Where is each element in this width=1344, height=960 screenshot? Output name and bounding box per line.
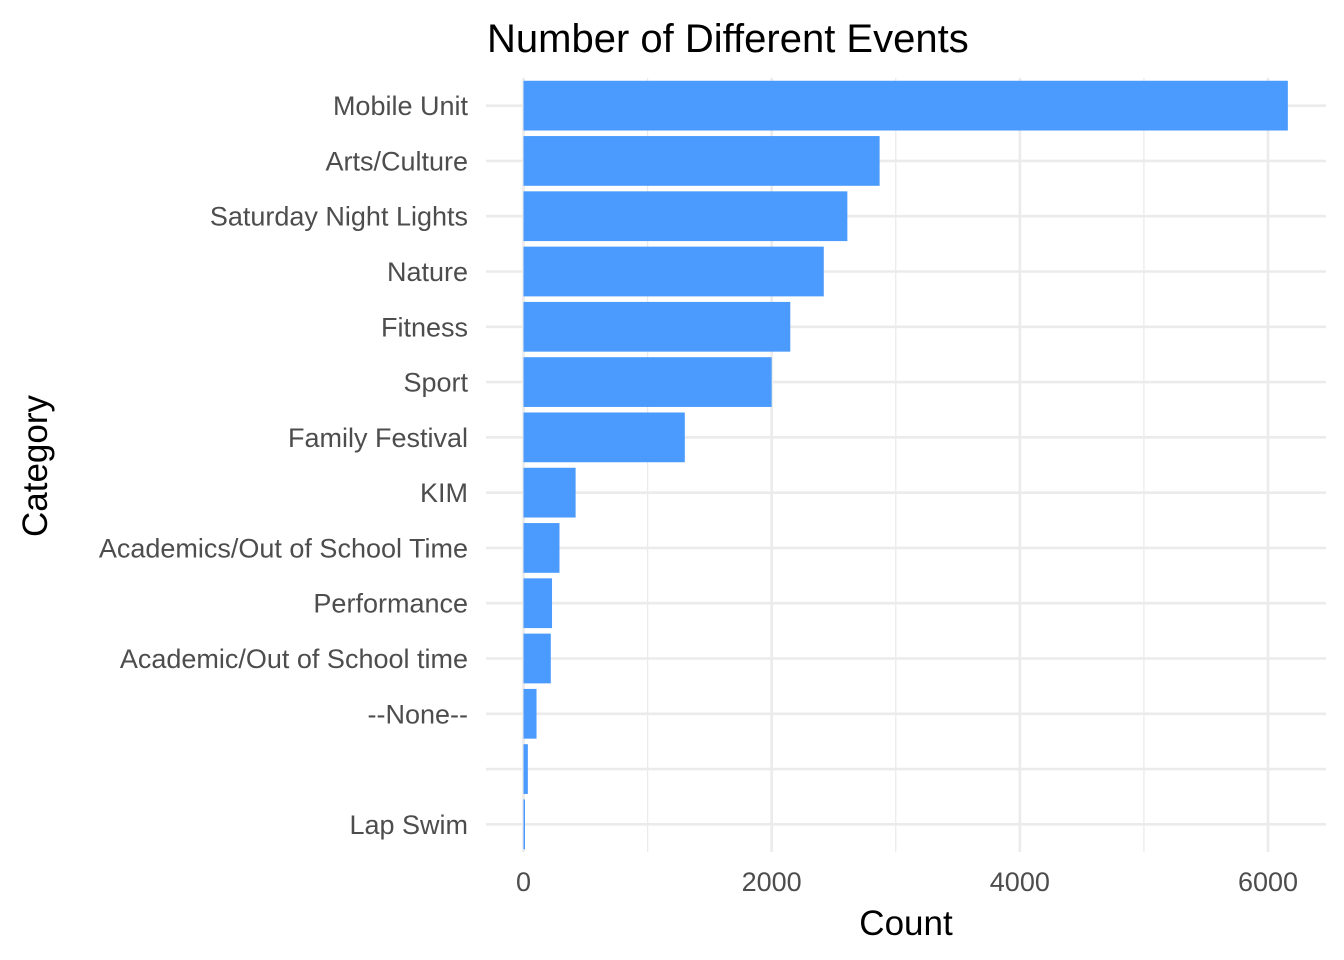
bar bbox=[523, 80, 1288, 131]
y-tick-label: Saturday Night Lights bbox=[210, 202, 468, 232]
bar bbox=[523, 136, 880, 186]
x-tick-label: 4000 bbox=[990, 867, 1050, 897]
bar bbox=[523, 688, 537, 739]
bar bbox=[523, 301, 791, 352]
bar bbox=[523, 744, 528, 794]
y-tick-label: Family Festival bbox=[288, 423, 468, 453]
bar bbox=[523, 246, 824, 297]
bar bbox=[523, 633, 551, 684]
bar bbox=[523, 467, 576, 518]
y-tick-label: Academic/Out of School time bbox=[120, 644, 468, 674]
x-tick-label: 2000 bbox=[742, 867, 802, 897]
bar bbox=[523, 799, 525, 850]
x-axis-title: Count bbox=[859, 904, 953, 943]
bars bbox=[523, 80, 1288, 850]
y-tick-label: Nature bbox=[387, 257, 468, 287]
y-tick-labels: Mobile Unit Arts/Culture Saturday Night Li… bbox=[99, 91, 469, 840]
x-tick-label: 6000 bbox=[1238, 867, 1298, 897]
y-tick-label: --None-- bbox=[367, 699, 468, 729]
y-tick-label: Fitness bbox=[381, 312, 468, 342]
bar bbox=[523, 523, 560, 573]
bar bbox=[523, 357, 772, 407]
bar bbox=[523, 191, 848, 242]
bar bbox=[523, 412, 685, 463]
y-tick-label: Mobile Unit bbox=[333, 91, 469, 121]
x-tick-label: 0 bbox=[516, 867, 531, 897]
y-tick-label: Academics/Out of School Time bbox=[99, 533, 468, 563]
bar bbox=[523, 578, 553, 629]
y-tick-label: Performance bbox=[313, 589, 468, 619]
y-tick-label: Lap Swim bbox=[349, 810, 468, 840]
chart-title: Number of Different Events bbox=[487, 17, 969, 61]
x-tick-labels: 0 2000 4000 6000 bbox=[516, 867, 1298, 897]
y-axis-title: Category bbox=[16, 394, 55, 537]
y-tick-label: Arts/Culture bbox=[325, 146, 468, 176]
y-tick-label: Sport bbox=[403, 368, 468, 398]
y-tick-label: KIM bbox=[420, 478, 468, 508]
